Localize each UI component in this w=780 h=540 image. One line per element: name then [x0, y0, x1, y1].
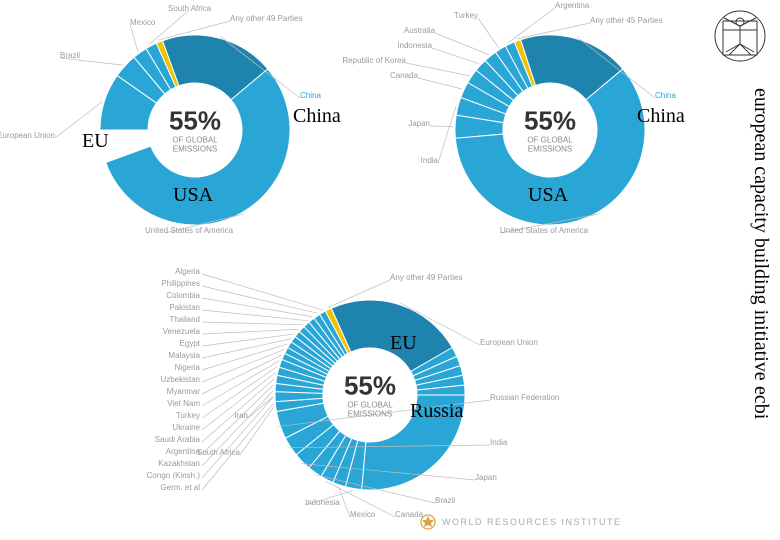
chart1-overlay-china: China: [293, 105, 341, 128]
chart1-percent: 55%: [169, 106, 221, 137]
chart2-sub2: EMISSIONS: [524, 146, 576, 155]
wri-footer: WORLD RESOURCES INSTITUTE: [420, 514, 622, 530]
chart2-overlay-usa: USA: [528, 184, 568, 207]
svg-text:Congo (Kinsh.): Congo (Kinsh.): [147, 471, 201, 480]
svg-text:Mexico: Mexico: [350, 510, 376, 519]
svg-text:Japan: Japan: [408, 119, 430, 128]
chart3-sub2: EMISSIONS: [344, 411, 396, 420]
svg-text:Kazakhstan: Kazakhstan: [158, 459, 200, 468]
chart2-percent: 55%: [524, 106, 576, 137]
svg-text:Pakistan: Pakistan: [169, 303, 200, 312]
chart1-overlay-usa: USA: [173, 184, 213, 207]
svg-text:Australia: Australia: [404, 26, 436, 35]
chart2-center: 55% OF GLOBAL EMISSIONS: [524, 106, 576, 155]
svg-text:Venezuela: Venezuela: [163, 327, 201, 336]
svg-text:Indonesia: Indonesia: [305, 498, 340, 507]
svg-text:European Union: European Union: [0, 131, 55, 140]
svg-text:Nigeria: Nigeria: [175, 363, 201, 372]
svg-text:Republic of Korea: Republic of Korea: [342, 56, 406, 65]
svg-text:Philippines: Philippines: [161, 279, 200, 288]
svg-text:India: India: [421, 156, 439, 165]
svg-text:Turkey: Turkey: [454, 11, 478, 20]
svg-text:South Africa: South Africa: [168, 4, 212, 13]
svg-text:Egypt: Egypt: [180, 339, 201, 348]
chart1-overlay-eu: EU: [82, 130, 109, 153]
svg-text:Turkey: Turkey: [176, 411, 200, 420]
svg-text:Germ. et al: Germ. et al: [160, 483, 200, 492]
wri-icon: [420, 514, 436, 530]
svg-text:Any other 49 Parties: Any other 49 Parties: [390, 273, 462, 282]
svg-text:United States of America: United States of America: [500, 226, 589, 235]
svg-text:Uzbekistan: Uzbekistan: [160, 375, 200, 384]
chart3-overlay-russia: Russia: [410, 400, 463, 423]
svg-text:Mexico: Mexico: [130, 18, 156, 27]
svg-text:Argentina: Argentina: [555, 1, 590, 10]
chart3-percent: 55%: [344, 371, 396, 402]
svg-text:Thailand: Thailand: [169, 315, 200, 324]
svg-text:Malaysia: Malaysia: [168, 351, 200, 360]
svg-text:South Africa: South Africa: [197, 448, 241, 457]
chart2-overlay-china: China: [637, 105, 685, 128]
svg-text:Brazil: Brazil: [60, 51, 80, 60]
wri-text: WORLD RESOURCES INSTITUTE: [442, 517, 622, 527]
chart1-sub2: EMISSIONS: [169, 146, 221, 155]
svg-text:Viet Nam: Viet Nam: [167, 399, 200, 408]
chart3-overlay-eu: EU: [390, 332, 417, 355]
svg-text:Canada: Canada: [390, 71, 419, 80]
svg-text:Algeria: Algeria: [175, 267, 200, 276]
svg-text:Japan: Japan: [475, 473, 497, 482]
svg-text:Iran: Iran: [234, 411, 248, 420]
svg-text:Saudi Arabia: Saudi Arabia: [155, 435, 201, 444]
charts-layer: Brazil Mexico South Africa Any other 49 Par…: [0, 0, 780, 540]
svg-text:Argentina: Argentina: [166, 447, 201, 456]
svg-text:China: China: [655, 91, 676, 100]
svg-text:European Union: European Union: [480, 338, 538, 347]
svg-text:Any other 45 Parties: Any other 45 Parties: [590, 16, 662, 25]
chart1-center: 55% OF GLOBAL EMISSIONS: [169, 106, 221, 155]
svg-text:Any other 49 Parties: Any other 49 Parties: [230, 14, 302, 23]
svg-text:Colombia: Colombia: [166, 291, 200, 300]
svg-text:Myanmar: Myanmar: [167, 387, 201, 396]
svg-text:Brazil: Brazil: [435, 496, 455, 505]
svg-text:Ukraine: Ukraine: [172, 423, 200, 432]
svg-text:China: China: [300, 91, 321, 100]
svg-text:Russian Federation: Russian Federation: [490, 393, 559, 402]
svg-text:Indonesia: Indonesia: [397, 41, 432, 50]
chart3-center: 55% OF GLOBAL EMISSIONS: [344, 371, 396, 420]
svg-text:India: India: [490, 438, 508, 447]
svg-text:United States of America: United States of America: [145, 226, 234, 235]
